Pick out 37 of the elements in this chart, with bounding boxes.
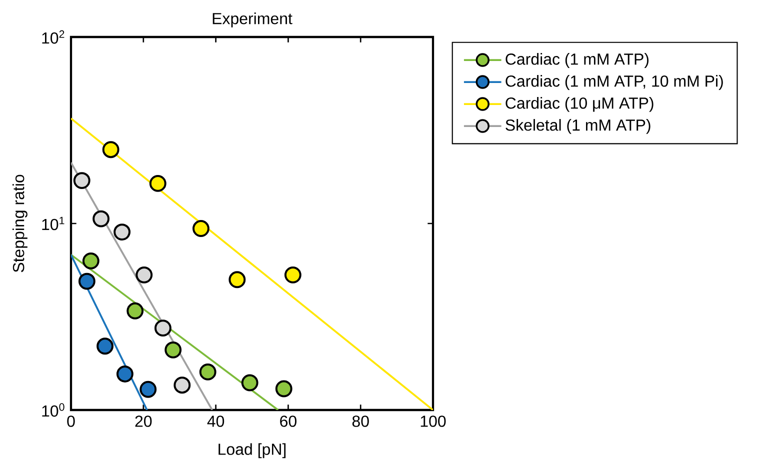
x-axis-title: Load [pN] (218, 443, 286, 458)
x-tick-label: 80 (352, 416, 369, 427)
point (275, 380, 292, 398)
y-tick-label: 10$^{1}$ (42, 216, 64, 230)
point (199, 363, 216, 380)
point (102, 141, 120, 158)
point (73, 172, 90, 189)
y-tick-label: 10$^{0}$ (42, 403, 64, 417)
point (284, 266, 302, 284)
point (92, 210, 110, 228)
point (192, 220, 210, 237)
point (126, 302, 144, 320)
point (154, 320, 172, 337)
x-tick-label: 60 (280, 416, 296, 427)
x-tick-label: 100 (420, 416, 446, 427)
y-tick-label: 10$^{2}$ (42, 30, 64, 44)
x-tick-label: 0 (67, 416, 75, 427)
x-tick-label: 20 (135, 416, 152, 427)
point (96, 338, 114, 355)
legend-label: Cardiac (10 μM ATP) (506, 97, 654, 112)
point (228, 271, 246, 288)
y-axis-title: Stepping ratio (12, 174, 28, 272)
point (149, 174, 166, 192)
point (174, 376, 191, 394)
x-tick-label: 40 (207, 416, 224, 427)
point (164, 341, 182, 358)
legend-label: Skeletal (1 mM ATP) (506, 119, 650, 134)
point (114, 224, 131, 241)
point (82, 252, 100, 270)
chart-title: Experiment (212, 12, 292, 28)
point (116, 366, 134, 382)
point (78, 272, 96, 290)
legend-label: Cardiac (1 mM ATP) (506, 53, 648, 68)
point (241, 374, 258, 392)
point (136, 266, 153, 284)
point (140, 380, 157, 398)
legend-label: Cardiac (1 mM ATP, 10 mM Pi) (506, 75, 723, 90)
